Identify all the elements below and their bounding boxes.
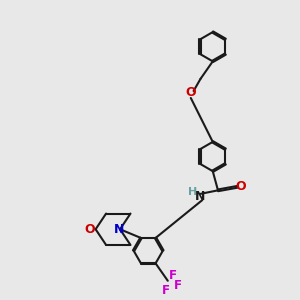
Text: F: F bbox=[162, 284, 170, 297]
Text: O: O bbox=[185, 86, 196, 99]
Text: N: N bbox=[114, 223, 124, 236]
Text: O: O bbox=[84, 223, 95, 236]
Text: O: O bbox=[235, 180, 246, 194]
Text: N: N bbox=[195, 190, 205, 203]
Text: F: F bbox=[174, 280, 182, 292]
Text: H: H bbox=[188, 187, 197, 197]
Text: F: F bbox=[169, 269, 177, 282]
